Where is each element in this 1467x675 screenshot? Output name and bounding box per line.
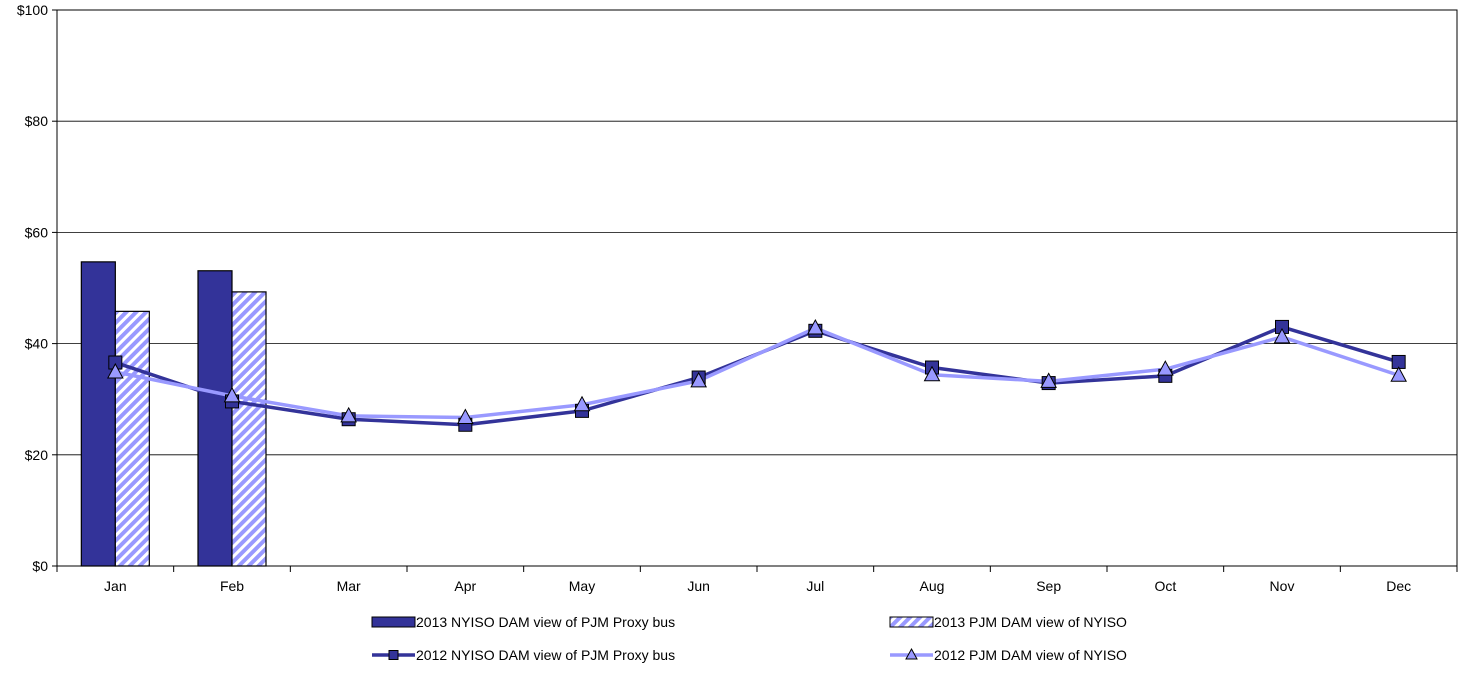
legend-marker [388,650,399,660]
point-3-apr [456,408,474,425]
legend-marker [905,647,918,660]
point-3-dec [1390,366,1408,382]
legend-swatch [889,616,934,628]
y-axis: $0 $20 $40 $60 $80 $100 [17,2,57,574]
x-tick-label: Feb [220,578,244,594]
x-tick-label: Mar [337,578,361,594]
point-3-aug [923,365,941,382]
y-tick-label: $100 [17,2,48,18]
x-tick-label: Nov [1270,578,1295,594]
y-tick-label: $60 [25,224,49,240]
point-3-jul [806,318,824,335]
gridlines [57,120,1457,456]
point-3-oct [1156,360,1174,376]
x-tick-label: Jul [806,578,824,594]
y-tick-label: $40 [25,336,49,352]
y-tick-label: $80 [25,113,49,129]
point-3-feb [223,386,241,403]
point-3-jun [690,371,708,388]
y-tick-label: $20 [25,447,49,463]
plot-area-frame [56,9,1458,567]
bar-1-jan [114,310,150,567]
bars [80,261,267,567]
legend-item-1: 2013 PJM DAM view of NYISO [889,614,1127,630]
point-3-jan [106,362,124,379]
x-tick-label: Apr [454,578,476,594]
bar-1-feb [231,291,267,567]
point-3-mar [340,406,358,423]
lines [106,318,1408,432]
x-tick-label: Jun [687,578,710,594]
x-tick-label: Jan [104,578,127,594]
x-tick-label: Sep [1036,578,1061,594]
legend-label: 2013 PJM DAM view of NYISO [934,614,1127,630]
point-3-nov [1273,327,1291,344]
bar-0-jan [80,261,116,567]
y-tick-label: $0 [32,558,48,574]
legend-label: 2013 NYISO DAM view of PJM Proxy bus [416,614,675,630]
legend-item-0: 2013 NYISO DAM view of PJM Proxy bus [371,614,675,630]
point-3-sep [1040,372,1058,388]
line-series-3 [114,326,1400,420]
x-tick-label: Dec [1386,578,1411,594]
legend-label: 2012 PJM DAM view of NYISO [934,647,1127,663]
legend-item-3: 2012 PJM DAM view of NYISO [890,647,1127,663]
legend-swatch [371,616,416,628]
x-tick-label: Oct [1154,578,1176,594]
x-tick-label: May [569,578,595,594]
x-axis: Jan Feb Mar Apr May Jun Jul Aug Sep Oct Nov Dec [56,566,1458,594]
legend-label: 2012 NYISO DAM view of PJM Proxy bus [416,647,675,663]
legend-item-2: 2012 NYISO DAM view of PJM Proxy bus [372,647,675,663]
point-3-may [573,395,591,412]
x-tick-label: Aug [920,578,945,594]
legend: 2013 NYISO DAM view of PJM Proxy bus 2013… [371,614,1127,663]
bar-0-feb [197,270,233,567]
